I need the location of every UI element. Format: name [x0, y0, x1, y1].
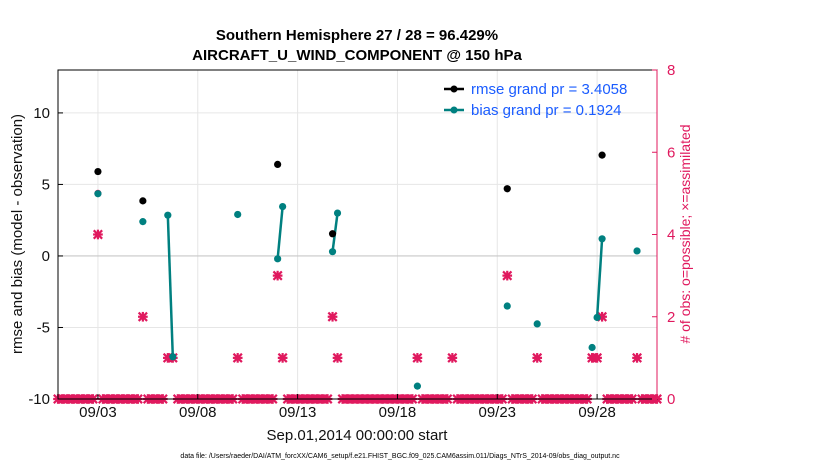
- x-tick-label: 09/18: [379, 404, 417, 421]
- plot-background: [58, 70, 657, 399]
- x-tick-label: 09/23: [478, 404, 516, 421]
- bias-point: [164, 211, 172, 219]
- bias-line-segment: [595, 238, 604, 318]
- y-right-tick-label: 6: [667, 144, 675, 161]
- obs-assimilated-marker: [502, 270, 513, 281]
- bias-point: [503, 302, 511, 310]
- obs-assimilated-marker: [272, 270, 283, 281]
- y-axis-label: rmse and bias (model - observation): [9, 114, 26, 354]
- obs-assimilated-marker: [327, 311, 338, 322]
- obs-assimilated-marker: [277, 352, 288, 363]
- y-tick-label: -5: [37, 319, 50, 336]
- y-tick-label: 5: [42, 176, 50, 193]
- obs-assimilated-marker: [92, 229, 103, 240]
- x-axis-label: Sep.01,2014 00:00:00 start: [267, 427, 449, 444]
- x-tick-label: 09/13: [279, 404, 317, 421]
- bias-point: [633, 247, 641, 255]
- bias-point: [274, 255, 282, 263]
- legend-bias-label: bias grand pr = 0.1924: [471, 102, 622, 119]
- legend-rmse-marker: [450, 85, 458, 93]
- bias-point: [588, 343, 596, 352]
- x-tick-label: 09/03: [79, 404, 117, 421]
- bias-point: [333, 209, 342, 217]
- y-tick-label: 10: [33, 105, 50, 122]
- y-right-tick-label: 2: [667, 309, 675, 326]
- y-axis-right-label: # of obs: o=possible; ×=assimilated: [677, 124, 693, 343]
- y-tick-label: -10: [28, 391, 50, 408]
- y-right-tick-label: 8: [667, 62, 675, 79]
- legend-rmse-label: rmse grand pr = 3.4058: [471, 81, 627, 98]
- footer-data-file: data file: /Users/raeder/DAI/ATM_forcXX/…: [180, 453, 620, 460]
- bias-point: [593, 313, 601, 322]
- bias-point: [139, 218, 147, 226]
- obs-assimilated-marker: [532, 352, 543, 363]
- ticks: 09/03 09/08 09/13 09/18 09/23 09/28 -10 -5 0 5 10 0…: [28, 62, 675, 421]
- rmse-point: [328, 230, 337, 238]
- rmse-point: [139, 197, 147, 205]
- rmse-point: [503, 185, 511, 193]
- rmse-point: [274, 160, 282, 169]
- obs-assimilated-marker: [232, 352, 243, 363]
- bias-line-segment: [276, 206, 284, 259]
- chart-title-line1: Southern Hemisphere 27 / 28 = 96.429%: [216, 27, 498, 44]
- bias-point: [234, 210, 242, 219]
- x-tick-label: 09/08: [179, 404, 217, 421]
- bias-point: [279, 203, 287, 211]
- bias-point: [169, 353, 177, 361]
- rmse-point: [94, 167, 102, 176]
- obs-assimilated-marker: [447, 352, 458, 363]
- bias-point: [533, 320, 541, 328]
- y-tick-label: 0: [42, 248, 50, 265]
- obs-assimilated-marker: [412, 352, 423, 363]
- y-right-tick-label: 4: [667, 227, 675, 244]
- rmse-point: [598, 151, 606, 159]
- bias-point: [328, 248, 337, 256]
- y-right-tick-label: 0: [667, 391, 675, 408]
- x-tick-label: 09/28: [578, 404, 616, 421]
- bias-point: [598, 235, 606, 243]
- bias-line-segment: [166, 215, 175, 357]
- legend: rmse grand pr = 3.4058 bias grand pr = 0…: [444, 81, 627, 119]
- legend-bias-marker: [450, 106, 458, 114]
- obs-assimilated-marker: [632, 352, 643, 363]
- obs-assimilated-marker: [137, 311, 148, 322]
- chart-title-line2: AIRCRAFT_U_WIND_COMPONENT @ 150 hPa: [192, 47, 522, 64]
- obs-assimilated-marker: [332, 352, 343, 363]
- bias-point: [413, 382, 421, 390]
- bias-point: [94, 190, 102, 198]
- obs-assimilated-marker: [592, 352, 603, 363]
